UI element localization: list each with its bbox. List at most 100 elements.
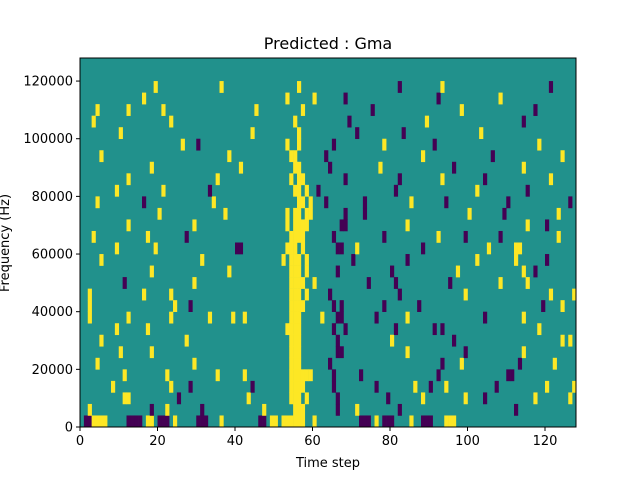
heatmap-cell [390,334,395,347]
heatmap-cell [455,265,461,278]
heatmap-cell [548,81,554,93]
heatmap-cell [300,219,306,232]
heatmap-cell [359,415,364,428]
heatmap-cell [452,415,457,428]
heatmap-cell [157,207,162,220]
heatmap-cell [417,300,422,312]
heatmap-cell [525,219,530,232]
heatmap-cell [560,334,565,347]
heatmap-cell [452,334,457,347]
heatmap-cell [421,150,426,163]
heatmap-cell [293,357,298,370]
heatmap-cell [335,242,340,255]
heatmap-cell [498,230,503,243]
heatmap-cell [297,161,302,174]
heatmap-cell [382,300,387,312]
heatmap-cell [343,323,348,336]
heatmap-cell [366,415,371,428]
x-tick-label: 20 [149,434,166,449]
heatmap-cell [297,357,302,370]
heatmap-cell [207,184,213,197]
heatmap-cell [432,138,437,151]
heatmap-cell [180,138,185,151]
heatmap-cell [355,242,360,255]
heatmap-cell [215,173,220,186]
heatmap-cell [517,242,523,255]
heatmap-cell [293,207,298,220]
heatmap-cell [87,415,92,428]
heatmap-cell [111,380,116,393]
heatmap-cell [165,403,170,416]
heatmap-cell [297,288,302,301]
heatmap-cell [138,415,143,428]
heatmap-cell [149,161,154,174]
heatmap-cell [424,115,430,128]
heatmap-cell [219,81,224,93]
heatmap-cell [250,380,255,393]
heatmap-cell [362,196,368,209]
heatmap-cell [204,415,209,428]
heatmap-cell [510,369,515,382]
heatmap-cell [87,288,92,301]
heatmap-cell [238,161,244,174]
heatmap-cell [122,369,127,382]
heatmap-cell [103,415,108,428]
heatmap-cell [269,415,275,428]
heatmap-cell [297,127,302,140]
heatmap-cell [521,346,526,359]
heatmap-cell [169,311,174,324]
heatmap-cell [502,207,507,220]
heatmap-cell [262,403,267,416]
heatmap-cell [421,415,426,428]
heatmap-cell [293,115,298,128]
y-tick-label: 80000 [32,190,73,205]
heatmap-cell [339,300,344,312]
heatmap-cell [293,150,298,163]
heatmap-cell [397,173,402,186]
heatmap-cell [293,161,298,174]
heatmap-cell [165,369,170,382]
heatmap-cell [312,92,317,105]
x-tick-label: 100 [455,434,480,449]
heatmap-cell [297,300,302,312]
heatmap-cell [300,277,306,289]
heatmap-cell [339,311,344,324]
heatmap-cell [293,265,298,278]
heatmap-cell [134,415,139,428]
heatmap-cell [188,300,193,312]
heatmap-cell [359,369,364,382]
heatmap-cell [297,138,302,151]
heatmap-cell [405,254,410,266]
heatmap-cell [440,173,445,186]
heatmap-cell [498,277,503,289]
heatmap-cell [324,196,329,209]
y-tick-label: 60000 [32,248,73,263]
heatmap-cell [122,277,127,289]
heatmap-cell [335,392,340,405]
heatmap-cell [293,346,298,359]
heatmap-cell [506,369,511,382]
y-axis: 0 20000 40000 60000 80000 100000 120000 [23,75,80,436]
heatmap-cell [297,230,302,243]
heatmap-cell [343,207,348,220]
heatmap-cell [467,207,472,220]
heatmap-cell [409,415,414,428]
x-tick-label: 40 [227,434,244,449]
heatmap-cell [126,311,131,324]
heatmap-cell [351,254,356,266]
heatmap-cell [293,323,298,336]
heatmap-cell [335,265,340,278]
heatmap-cell [289,300,294,312]
heatmap-cell [99,415,104,428]
heatmap-cell [413,380,418,393]
heatmap-cell [235,242,240,255]
heatmap-cell [448,415,453,428]
heatmap-cell [300,196,306,209]
heatmap-cell [331,138,337,151]
heatmap-cell [285,242,290,255]
x-tick-label: 120 [533,434,558,449]
heatmap-cell [335,403,340,416]
heatmap-cell [297,369,302,382]
heatmap-cell [409,196,414,209]
heatmap-cell [448,277,453,289]
